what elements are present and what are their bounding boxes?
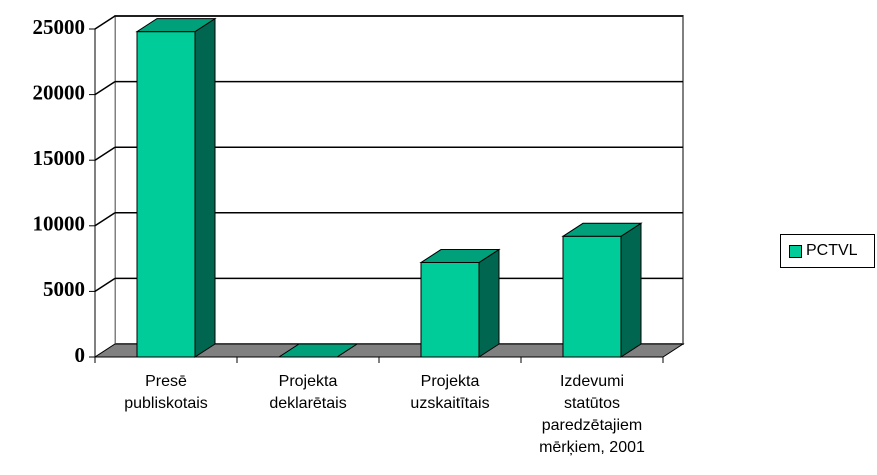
- grid-line: [94, 212, 116, 227]
- grid-line: [94, 277, 116, 293]
- bar-front: [420, 262, 480, 358]
- bar-top: [561, 222, 643, 237]
- grid-line: [94, 80, 116, 96]
- legend: PCTVL: [780, 234, 875, 268]
- y-tick-label: 0: [75, 343, 86, 367]
- grid-line: [94, 146, 116, 161]
- bar-front: [136, 31, 196, 358]
- bar-front: [562, 235, 622, 358]
- y-tick-label: 5000: [43, 277, 85, 301]
- bar: [277, 343, 359, 358]
- y-tick-label: 20000: [33, 80, 86, 104]
- bar: [561, 222, 643, 358]
- bar-top: [419, 249, 501, 264]
- x-tick-label: Izdevumi statūtos paredzētajiem mērķiem,…: [539, 373, 645, 456]
- grid-line: [94, 15, 116, 30]
- legend-label: PCTVL: [806, 242, 858, 259]
- bar-top: [277, 343, 359, 358]
- bar: [135, 17, 217, 358]
- y-tick-label: 25000: [33, 15, 86, 39]
- x-tick-label: Projekta uzskaitītais: [410, 373, 490, 412]
- bar-side: [620, 222, 642, 358]
- y-tick-label: 10000: [33, 212, 86, 236]
- side-wall: [94, 15, 116, 358]
- x-tick-label: Projekta deklarētais: [269, 373, 347, 412]
- legend-swatch: [789, 244, 802, 258]
- y-tick-label: 15000: [33, 146, 86, 170]
- bar-side: [478, 248, 500, 358]
- x-tick-label: Presē publiskotais: [124, 373, 208, 412]
- bar-top: [135, 18, 217, 33]
- bar-side: [194, 17, 216, 358]
- bar: [419, 248, 501, 358]
